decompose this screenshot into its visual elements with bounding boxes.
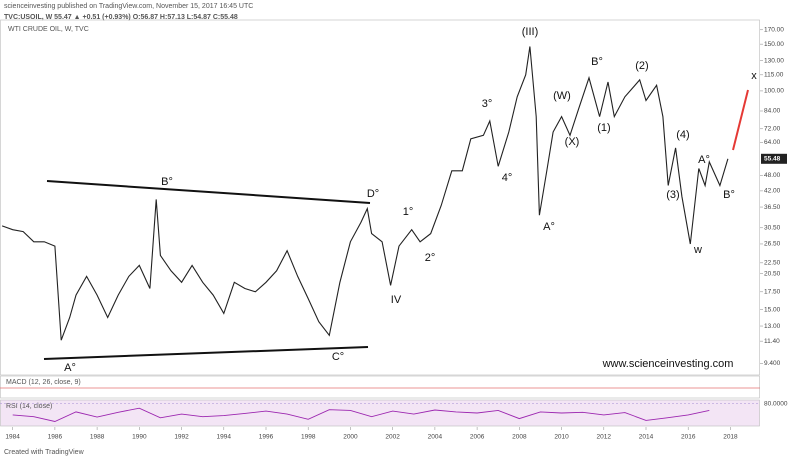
trend-line (46, 180, 371, 204)
y-tick-label: 17.50 (764, 288, 781, 295)
wave-label: 1° (403, 206, 414, 218)
x-tick-label: 2000 (343, 434, 358, 441)
wave-label: (3) (666, 189, 679, 201)
x-tick-label: 2018 (723, 434, 738, 441)
wave-label: w (693, 244, 702, 256)
x-tick-label: 1992 (174, 434, 189, 441)
y-tick-label: 26.50 (764, 241, 781, 248)
x-tick-label: 2006 (470, 434, 485, 441)
wave-label: (III) (522, 26, 539, 38)
wave-label: (4) (676, 129, 689, 141)
wave-label: B° (723, 189, 735, 201)
y-tick-label: 72.00 (764, 125, 781, 132)
wave-label: (2) (635, 60, 648, 72)
x-tick-label: 1998 (301, 434, 316, 441)
y-tick-label: 13.00 (764, 323, 781, 330)
y-tick-label: 80.0000 (764, 400, 788, 407)
x-tick-label: 1988 (90, 434, 105, 441)
y-tick-label: 30.50 (764, 224, 781, 231)
wave-label: C° (332, 351, 344, 363)
x-tick-label: 2008 (512, 434, 527, 441)
x-tick-label: 1994 (217, 434, 232, 441)
y-tick-label: 36.50 (764, 204, 781, 211)
wave-label: 3° (482, 98, 493, 110)
y-tick-label: 115.00 (764, 72, 784, 79)
wave-label: A° (543, 221, 555, 233)
wave-label: 2° (425, 252, 436, 264)
macd-pane (0, 375, 760, 399)
wave-label: D° (367, 188, 379, 200)
wave-label: www.scienceinvesting.com (602, 358, 734, 370)
x-tick-label: 1990 (132, 434, 147, 441)
last-price-label: 55.48 (764, 156, 781, 163)
wave-label: (1) (597, 122, 610, 134)
y-tick-label: 150.00 (764, 41, 784, 48)
y-tick-label: 9.400 (764, 360, 781, 367)
y-tick-label: 20.50 (764, 270, 781, 277)
x-tick-label: 2004 (428, 434, 443, 441)
wave-label: B° (591, 56, 603, 68)
wave-label: A° (64, 362, 76, 374)
last-price-box (761, 153, 787, 164)
x-tick-label: 2010 (554, 434, 569, 441)
y-tick-label: 11.40 (764, 338, 780, 345)
x-tick-label: 2016 (681, 434, 696, 441)
y-tick-label: 22.50 (764, 260, 781, 267)
trend-line (43, 346, 369, 360)
projection-line (732, 89, 749, 151)
x-tick-label: 2014 (639, 434, 654, 441)
x-tick-label: 1984 (5, 434, 20, 441)
published: scienceinvesting published on TradingVie… (4, 3, 253, 10)
rsi-pane (0, 399, 760, 427)
y-tick-label: 130.00 (764, 57, 784, 64)
y-tick-label: 48.00 (764, 172, 781, 179)
wave-label: (X) (565, 136, 580, 148)
price-pane (0, 19, 760, 376)
x-tick-label: 1996 (259, 434, 274, 441)
wave-label: (W) (553, 90, 571, 102)
wave-label: A° (698, 154, 710, 166)
rsi-label: RSI (14, close) (6, 403, 52, 410)
x-tick-label: 1986 (48, 434, 63, 441)
wave-label: B° (161, 176, 173, 188)
wave-label: x (751, 70, 757, 82)
macd-label: MACD (12, 26, close, 9) (6, 379, 81, 386)
x-tick-label: 2012 (597, 434, 612, 441)
x-tick-label: 2002 (385, 434, 400, 441)
y-tick-label: 42.00 (764, 188, 781, 195)
footer: Created with TradingView (4, 449, 85, 456)
quote: TVC:USOIL, W 55.47 ▲ +0.51 (+0.93%) O:56… (4, 14, 238, 21)
price-line (1, 46, 729, 341)
wave-label: IV (391, 294, 402, 306)
y-tick-label: 64.00 (764, 139, 781, 146)
y-tick-label: 100.00 (764, 88, 784, 95)
y-tick-label: 15.00 (764, 306, 781, 313)
rsi-line (12, 407, 710, 422)
wave-label: 4° (502, 172, 513, 184)
y-tick-label: 170.00 (764, 26, 784, 33)
chart-title: WTI CRUDE OIL, W, TVC (8, 26, 89, 33)
y-tick-label: 84.00 (764, 108, 781, 115)
